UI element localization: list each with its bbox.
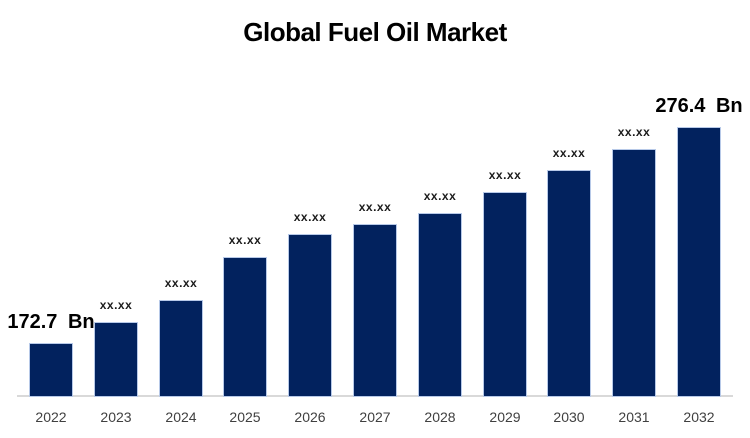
bar-2025 [223,257,267,397]
x-axis-tick-label: 2029 [489,409,521,425]
bar-value-label: xx.xx [99,298,133,312]
bar-value-label: xx.xx [488,168,522,182]
bar-value-label: xx.xx [552,146,586,160]
x-axis-tick-label: 2024 [165,409,197,425]
bar-value-label: xx.xx [164,276,198,290]
x-axis-tick-label: 2030 [553,409,585,425]
bar-2027 [353,224,397,397]
bar-2030 [547,170,591,397]
bar-value-label: xx.xx [228,233,262,247]
bar-2024 [159,300,203,397]
bar-2031 [612,149,656,397]
x-axis-tick-label: 2032 [683,409,715,425]
bar-2032 [677,127,721,397]
x-axis-tick-label: 2031 [618,409,650,425]
bar-value-label: xx.xx [617,125,651,139]
x-axis-tick-label: 2025 [229,409,261,425]
bar-value-label: 276.4 Bn [655,95,743,117]
x-axis-tick-label: 2023 [100,409,132,425]
bar-value-label: xx.xx [358,200,392,214]
bar-2023 [94,322,138,397]
bar-value-label: xx.xx [293,210,327,224]
chart-title: Global Fuel Oil Market [243,17,507,47]
bar-2029 [483,192,527,397]
x-axis-tick-label: 2028 [424,409,456,425]
x-axis-tick-label: 2022 [35,409,67,425]
bar-2026 [288,234,332,397]
bar-2022 [29,343,73,397]
bar-2028 [418,213,462,397]
bar-value-label: xx.xx [423,189,457,203]
x-axis-tick-label: 2027 [359,409,391,425]
x-axis-tick-label: 2026 [294,409,326,425]
bar-value-label: 172.7 Bn [7,311,95,333]
